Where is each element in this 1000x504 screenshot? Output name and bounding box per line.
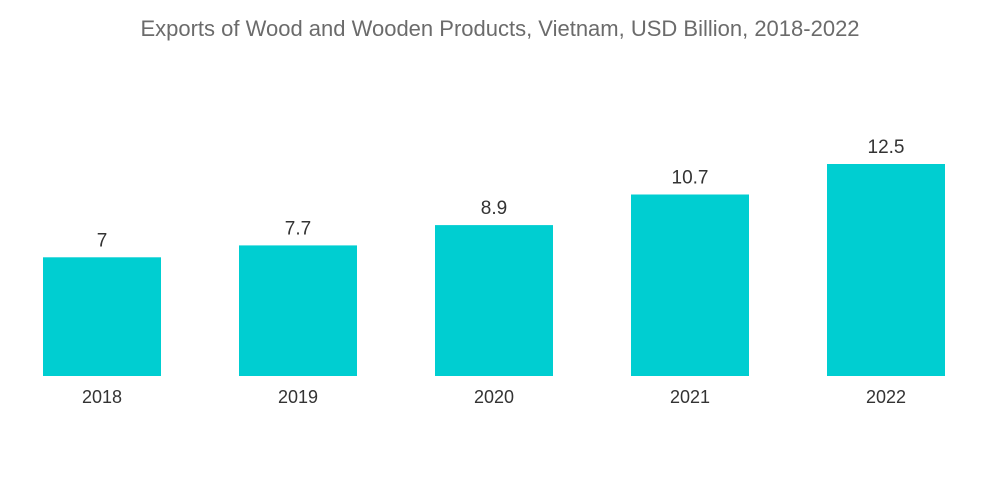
bar-2018 [43, 257, 161, 376]
value-label-2020: 8.9 [481, 198, 507, 219]
bar-2021 [631, 194, 749, 376]
x-tick-label-2020: 2020 [474, 387, 514, 407]
x-tick-label-2021: 2021 [670, 387, 710, 407]
bar-2020 [435, 225, 553, 376]
x-tick-label-2018: 2018 [82, 387, 122, 407]
x-axis-ticks-layer: 2018 2019 2020 2021 2022 [82, 387, 906, 407]
value-labels-layer: 7 7.7 8.9 10.7 12.5 [97, 137, 905, 251]
x-tick-label-2019: 2019 [278, 387, 318, 407]
value-label-2021: 10.7 [672, 168, 709, 189]
bars-layer [43, 164, 945, 376]
value-label-2022: 12.5 [868, 137, 905, 158]
x-tick-label-2022: 2022 [866, 387, 906, 407]
chart-title: Exports of Wood and Wooden Products, Vie… [140, 16, 860, 41]
bar-2022 [827, 164, 945, 376]
value-label-2018: 7 [97, 230, 108, 251]
value-label-2019: 7.7 [285, 218, 311, 239]
bar-2019 [239, 245, 357, 376]
